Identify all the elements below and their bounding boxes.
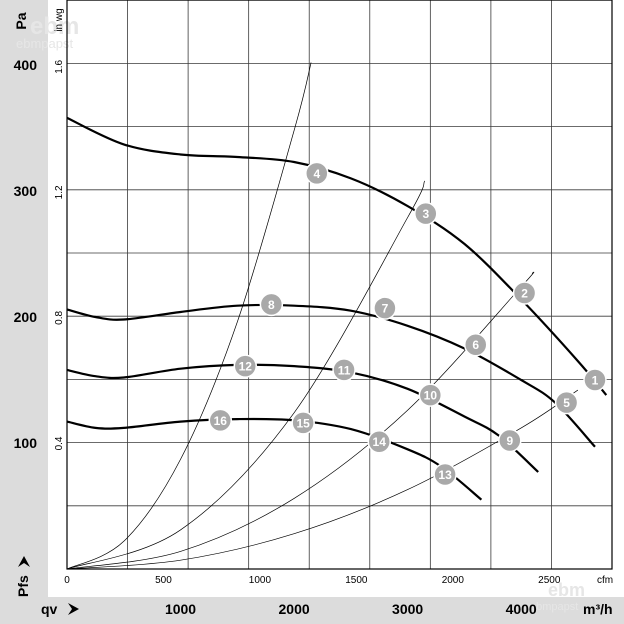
y-tick-label-pa: 300 xyxy=(14,183,38,199)
operating-point-label: 16 xyxy=(214,414,228,428)
watermark-logo: ebm xyxy=(30,13,79,40)
watermark-brand-bottom: ebmpapst xyxy=(530,601,578,613)
fan-curves xyxy=(66,116,608,501)
operating-point-marker xyxy=(433,462,457,487)
x-tick-label-cfm: 500 xyxy=(155,575,172,586)
y-unit-pa-label: Pa xyxy=(13,12,29,29)
operating-point-label: 13 xyxy=(438,468,452,482)
x-tick-label-cfm: 2000 xyxy=(442,575,465,586)
operating-point-label: 2 xyxy=(521,287,528,301)
system-curves xyxy=(66,62,579,570)
watermark-brand: ebmpapst xyxy=(16,36,73,51)
operating-point-marker xyxy=(464,332,488,357)
operating-point-marker xyxy=(418,383,443,407)
operating-point-marker xyxy=(233,354,258,378)
watermark-logo-bottom: ebm xyxy=(548,580,585,600)
operating-point-label: 5 xyxy=(563,396,570,410)
y-tick-label-pa: 100 xyxy=(14,435,38,451)
operating-point-label: 15 xyxy=(296,416,310,430)
x-tick-label-m3h: 4000 xyxy=(506,601,537,617)
operating-point-label: 9 xyxy=(506,434,513,448)
operating-point-marker xyxy=(291,411,315,435)
system-curve xyxy=(66,180,426,570)
y-tick-label-inwg: 1.6 xyxy=(54,59,65,73)
x-tick-label-cfm: 2500 xyxy=(538,575,561,586)
x-unit-cfm-label: cfm xyxy=(597,575,613,586)
operating-point-marker xyxy=(414,201,438,226)
operating-point-label: 4 xyxy=(313,167,320,181)
y-symbol-pfs: Pfs xyxy=(15,575,31,597)
operating-point-label: 7 xyxy=(382,302,389,316)
operating-point-label: 11 xyxy=(338,363,351,377)
operating-point-marker xyxy=(259,292,284,317)
fan-curve xyxy=(66,303,596,448)
fan-curve xyxy=(66,363,539,473)
operating-point-label: 14 xyxy=(373,435,387,449)
y-symbol-arrow-icon xyxy=(18,556,30,567)
watermark: ebm ebmpapst ebm ebmpapst xyxy=(16,13,585,613)
fan-curve xyxy=(66,116,608,396)
operating-point-marker xyxy=(498,428,522,453)
operating-point-label: 3 xyxy=(422,207,429,221)
plot-frame xyxy=(66,0,613,570)
x-tick-label-cfm: 0 xyxy=(64,575,70,586)
y-unit-inwg-label: in wg xyxy=(54,8,65,31)
operating-point-marker xyxy=(208,408,233,433)
y-tick-label-pa: 400 xyxy=(14,57,38,73)
x-tick-label-m3h: 3000 xyxy=(392,601,423,617)
operating-point-label: 12 xyxy=(239,360,253,374)
operating-point-marker xyxy=(554,390,579,415)
operating-point-marker xyxy=(512,281,537,305)
left-axis-panel xyxy=(0,0,48,624)
system-curve xyxy=(66,389,579,570)
system-curve xyxy=(66,62,312,570)
operating-point-marker xyxy=(373,296,397,320)
operating-point-marker xyxy=(367,429,391,454)
x-symbol-arrow-icon xyxy=(68,603,79,615)
operating-point-marker xyxy=(305,161,329,186)
operating-point-marker xyxy=(332,358,356,382)
x-symbol-qv: qv xyxy=(41,601,58,617)
x-tick-label-m3h: 1000 xyxy=(165,601,196,617)
operating-point-label: 1 xyxy=(592,374,599,388)
operating-point-marker xyxy=(583,368,607,392)
x-tick-label-cfm: 1500 xyxy=(345,575,368,586)
y-tick-label-inwg: 1.2 xyxy=(54,185,65,199)
fan-curve xyxy=(66,417,483,501)
operating-point-label: 10 xyxy=(424,389,438,403)
bottom-axis-panel xyxy=(0,597,624,624)
x-tick-label-cfm: 1000 xyxy=(249,575,272,586)
y-tick-label-inwg: 0.8 xyxy=(54,311,65,325)
y-tick-label-pa: 200 xyxy=(14,309,38,325)
axes: 100 200 300 400 0.4 0.8 1.2 1.6 0 500 1000 1500 2000… xyxy=(14,57,561,617)
x-unit-m3h-label: m³/h xyxy=(583,601,613,617)
y-tick-label-inwg: 0.4 xyxy=(54,436,65,450)
operating-point-label: 8 xyxy=(268,298,275,312)
x-tick-label-m3h: 2000 xyxy=(279,601,310,617)
operating-point-label: 6 xyxy=(472,338,479,352)
